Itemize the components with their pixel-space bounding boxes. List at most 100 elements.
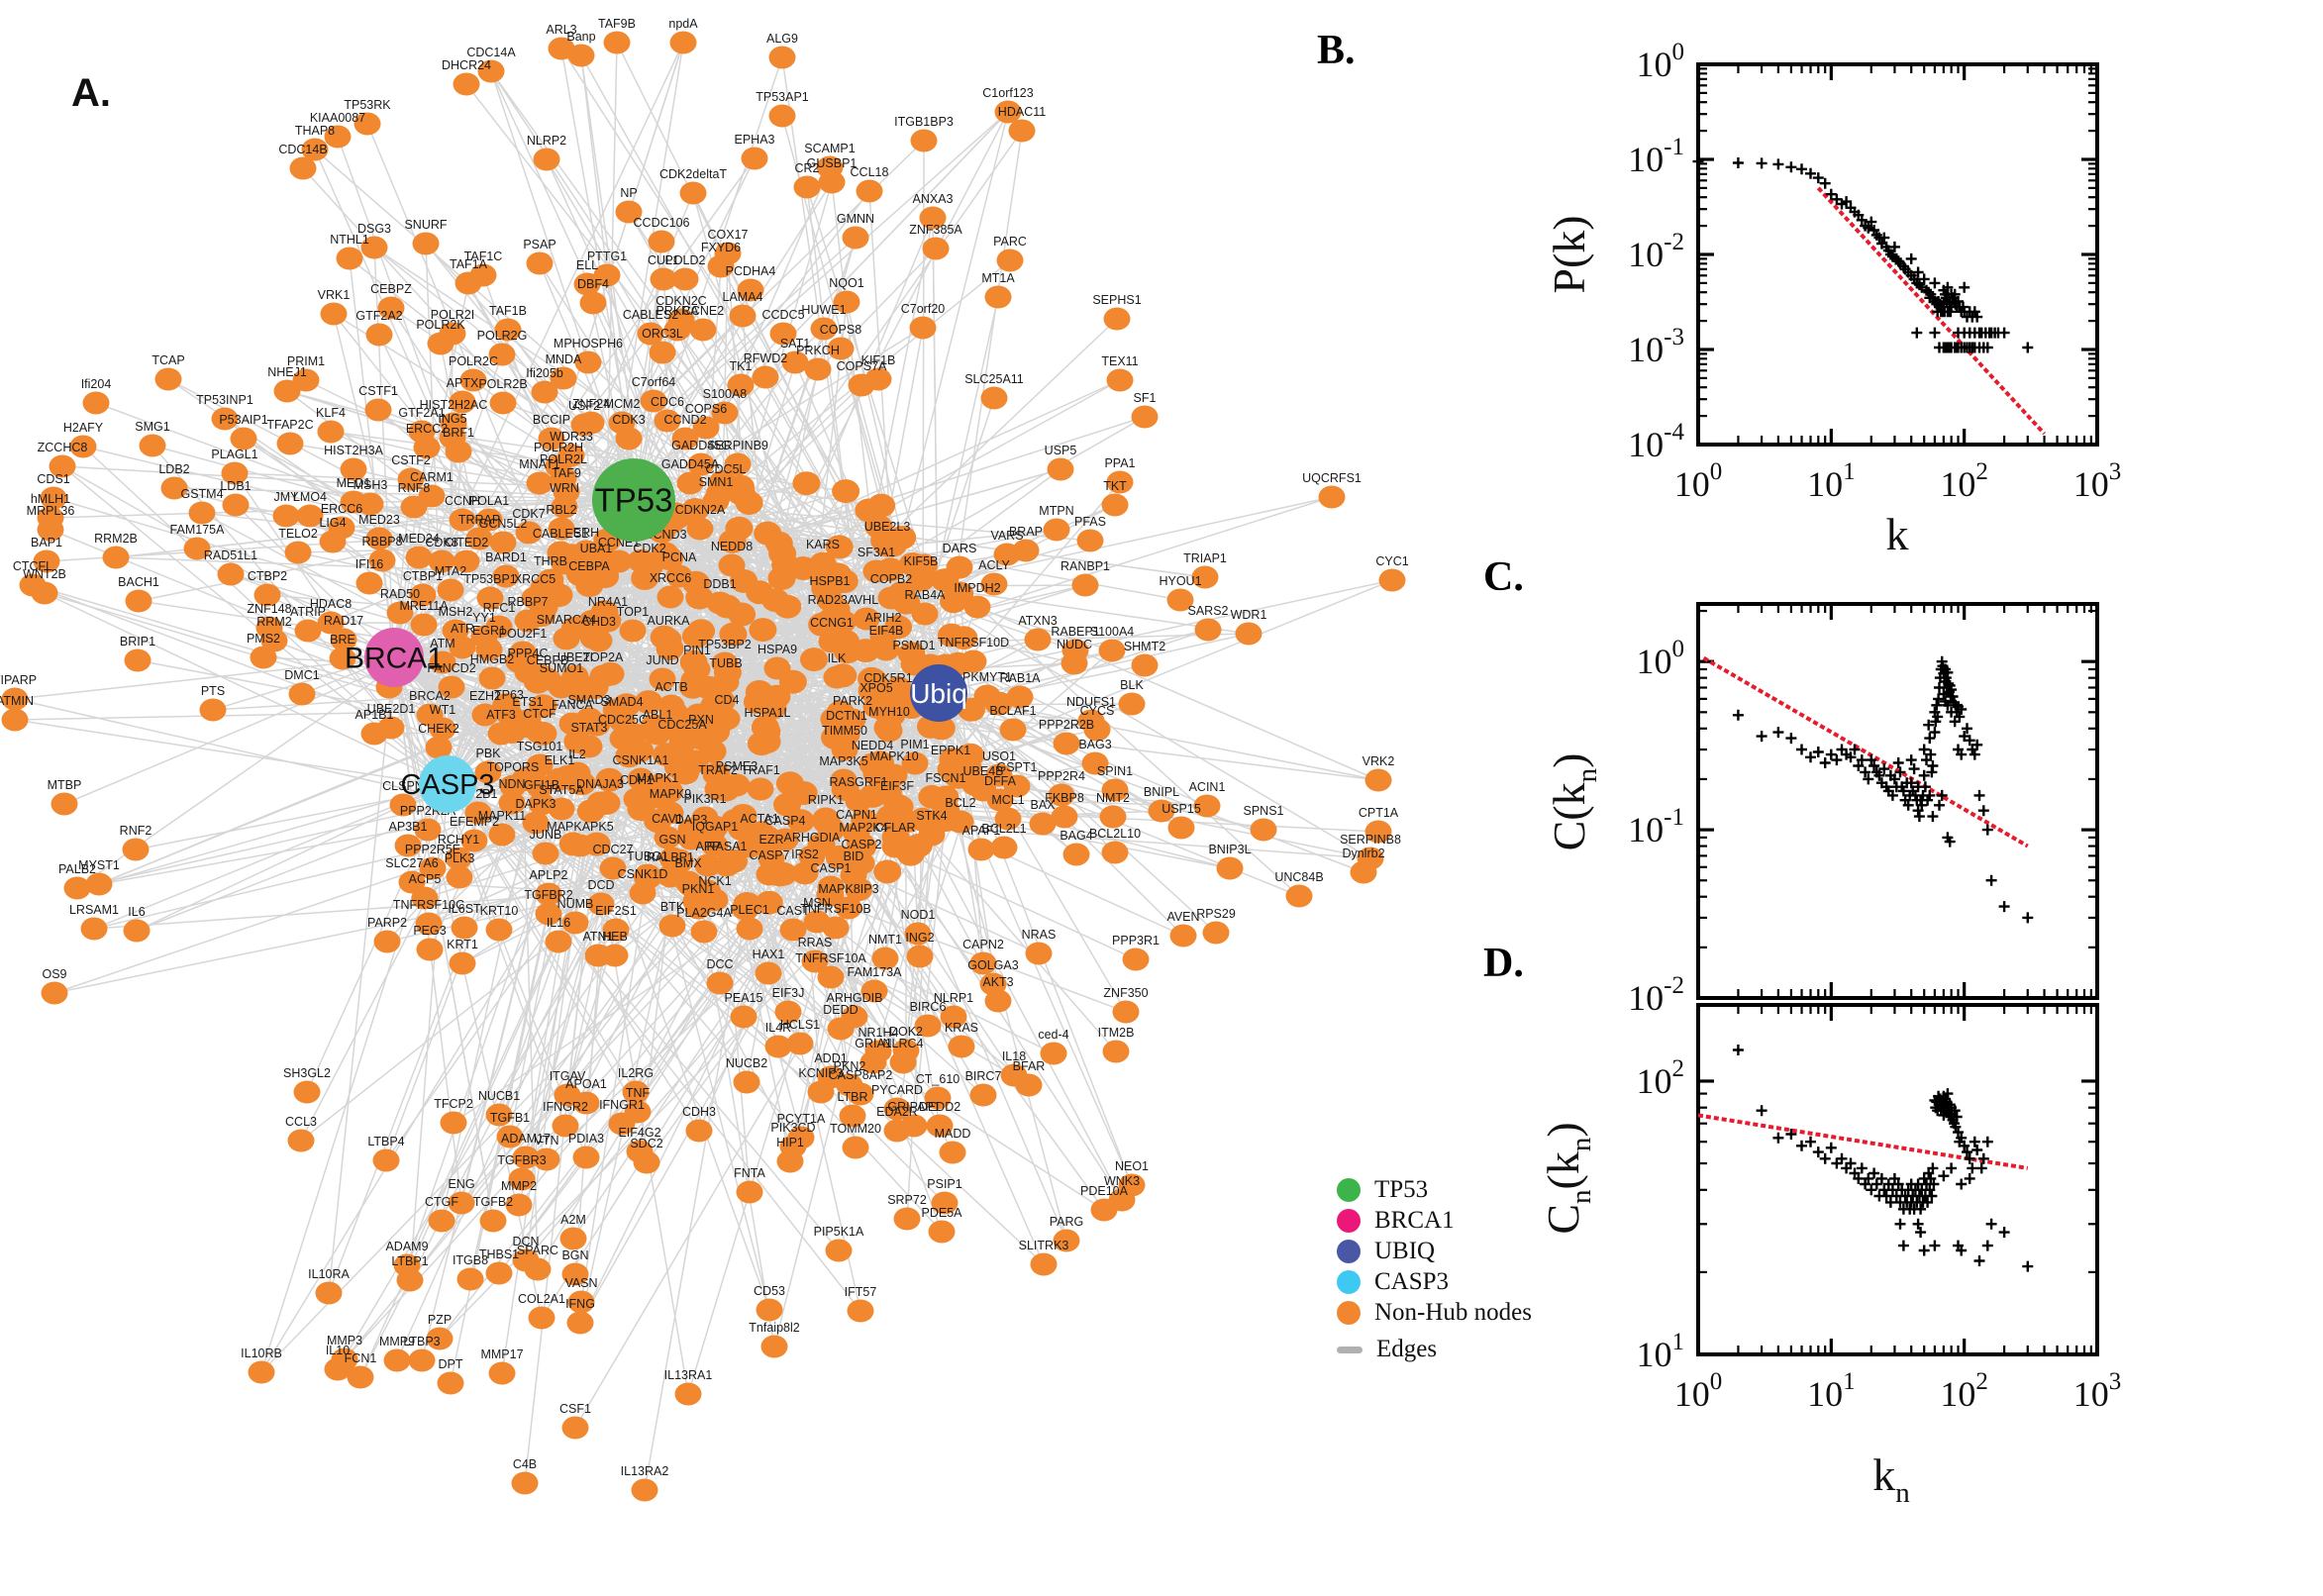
network-node-label: RANBP1 (1060, 559, 1110, 573)
network-node (996, 249, 1024, 272)
network-node (211, 407, 239, 431)
network-node (615, 427, 643, 450)
network-node (453, 549, 480, 573)
network-core-node (825, 535, 854, 559)
network-node-label: CD4 (714, 693, 739, 707)
network-node-label: UBE4B (963, 764, 1004, 778)
network-node (746, 826, 773, 849)
network-node (413, 436, 441, 459)
network-node-label: STAT5A (539, 783, 584, 797)
network-node-label: TOP1 (617, 605, 649, 619)
network-node-label: POLR2C (449, 354, 498, 368)
network-node (1060, 651, 1088, 675)
network-node (449, 951, 476, 975)
network-node-label: PXN (688, 713, 714, 727)
network-node (324, 1357, 352, 1381)
network-node (449, 390, 476, 414)
network-node (922, 237, 950, 260)
network-node-label: COPS6 (685, 402, 727, 416)
network-node-label: KIAA0087 (310, 111, 365, 125)
network-node-label: hMLH1 (31, 492, 70, 506)
network-node-label: AKT3 (982, 975, 1013, 989)
network-node (919, 206, 947, 230)
network-node-label: A2M (560, 1213, 586, 1227)
network-node (1029, 812, 1057, 836)
network-node-label: MMP9 (379, 1335, 415, 1348)
network-node (835, 896, 862, 920)
network-node (608, 1112, 636, 1136)
network-node-label: GUSBP1 (807, 156, 858, 170)
network-node-label: STAT3 (570, 721, 607, 735)
network-node-label: HDAC11 (998, 105, 1046, 119)
network-node (522, 811, 550, 835)
network-node (1006, 685, 1034, 709)
network-node (980, 386, 1008, 410)
network-node (737, 278, 764, 302)
network-edge (373, 247, 395, 658)
network-node-label: Ifi204 (81, 377, 112, 391)
network-node (812, 807, 840, 831)
network-node-label: MED23 (358, 513, 400, 527)
network-node (633, 1150, 660, 1174)
network-node-label: ADAM17 (501, 1132, 551, 1146)
network-node (1062, 843, 1090, 866)
network-node-label: RNF2 (120, 824, 152, 838)
network-node (1099, 805, 1127, 829)
network-node (1, 708, 29, 732)
network-node-label: TP53BP1 (463, 572, 517, 586)
network-node (687, 452, 715, 476)
network-node-label: Banp (566, 30, 595, 44)
network-node-label: CDKN2A (675, 503, 726, 517)
network-node (980, 572, 1008, 596)
network-node-label: ITGB1BP3 (894, 115, 954, 129)
network-edge (393, 282, 469, 658)
network-node (1364, 768, 1392, 792)
network-node (685, 1119, 713, 1143)
network-node (1216, 856, 1244, 880)
network-node (389, 793, 417, 817)
legend-item-ubiq: UBIQ (1337, 1238, 1435, 1265)
network-node (1030, 1252, 1058, 1276)
network-node (377, 296, 405, 320)
network-node-label: MT1A (981, 271, 1015, 285)
scatter-points (1732, 655, 2034, 924)
network-node-label: GOLGA3 (967, 958, 1018, 972)
network-core-node (761, 588, 790, 613)
network-core-node (745, 680, 773, 704)
network-node-label: S100A8 (703, 387, 748, 401)
network-node-label: CTBP1 (403, 569, 443, 583)
network-node (900, 652, 928, 676)
legend-item-tp53: TP53 (1337, 1176, 1428, 1204)
network-node-label: CTCFL (13, 559, 52, 573)
network-node-label: KRT10 (480, 904, 519, 918)
y-tick-label: 101 (1637, 1329, 1685, 1374)
network-node (1015, 1073, 1043, 1097)
network-node-label: NLRP1 (934, 991, 973, 1005)
network-node (566, 1311, 594, 1335)
network-node-label: BLK (1120, 678, 1144, 692)
network-node-label: KRAS (945, 1021, 978, 1035)
network-node (654, 409, 681, 433)
network-node (924, 1086, 952, 1110)
network-node-label: CCL18 (851, 165, 889, 179)
network-node-label: RRM2B (94, 532, 138, 546)
network-edge (676, 329, 825, 581)
network-node (1047, 457, 1074, 481)
network-node-label: POLD2 (665, 253, 706, 267)
network-node (679, 181, 707, 205)
network-node-label: TGFBR2 (524, 888, 572, 902)
network-node-label: DEDD2 (919, 1100, 960, 1114)
network-node-label: POLR2K (416, 318, 465, 332)
network-node (880, 763, 908, 787)
network-node (833, 290, 860, 314)
network-node-label: MED24 (398, 532, 440, 546)
network-node (671, 427, 699, 450)
network-node-label: TK1 (730, 359, 753, 373)
network-edge (393, 656, 494, 1222)
network-node (368, 549, 396, 572)
network-node-label: ATF3 (486, 708, 516, 722)
network-node (637, 322, 664, 346)
network-node (818, 170, 846, 194)
